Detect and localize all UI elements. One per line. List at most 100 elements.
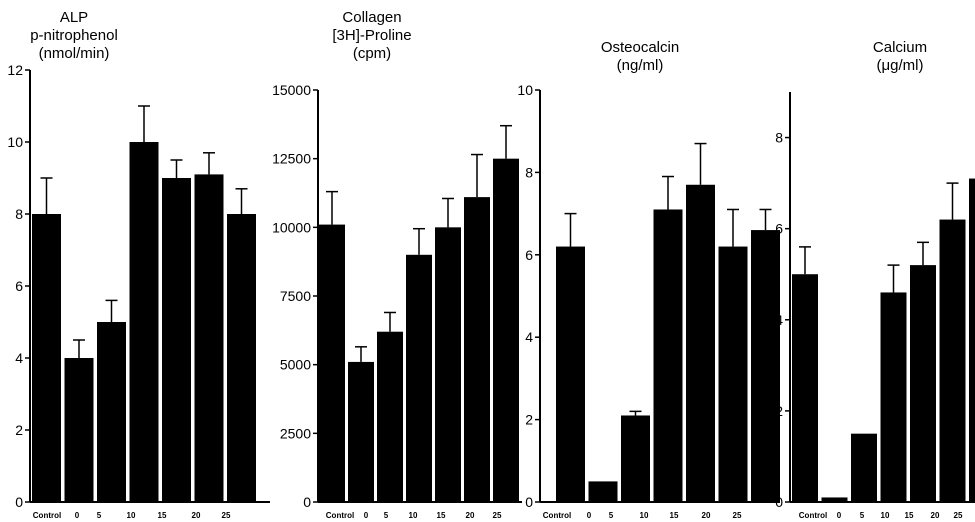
alp-y-tick-label-2: 4 bbox=[15, 350, 23, 366]
collagen-x-tick-label-4: 15 bbox=[437, 511, 446, 520]
alp-y-ticks: 0 2 4 6 8 10 12 bbox=[7, 62, 30, 510]
alp-x-tick-label-2: 5 bbox=[97, 511, 102, 520]
alp-x-ticks: Control 0 5 10 15 20 25 bbox=[33, 511, 231, 520]
osteocalcin-y-tick-label-2: 4 bbox=[525, 329, 533, 345]
calcium-x-tick-label-1: 0 bbox=[837, 511, 842, 520]
osteocalcin-bar-0 bbox=[556, 246, 585, 502]
collagen-bar-5 bbox=[464, 197, 490, 502]
collagen-x-ticks: Control 0 5 10 15 20 25 bbox=[326, 511, 502, 520]
calcium-title: Calcium (μg/ml) bbox=[873, 39, 927, 74]
collagen-y-tick-label-0: 0 bbox=[303, 494, 311, 510]
osteocalcin-title-line-2: (ng/ml) bbox=[617, 57, 664, 74]
osteocalcin-error-bars bbox=[564, 142, 772, 416]
collagen-error-bars bbox=[326, 124, 512, 362]
calcium-x-tick-label-2: 5 bbox=[860, 511, 865, 520]
collagen-y-tick-label-4: 10000 bbox=[272, 219, 311, 235]
osteocalcin-bar-1 bbox=[588, 481, 618, 502]
collagen-panel: Collagen [3H]-Proline (cpm) 0 2500 5000 750… bbox=[272, 9, 522, 520]
calcium-bar-4 bbox=[910, 265, 936, 502]
osteocalcin-x-tick-label-2: 5 bbox=[609, 511, 614, 520]
collagen-y-tick-label-2: 5000 bbox=[280, 357, 311, 373]
collagen-bar-4 bbox=[435, 227, 461, 503]
calcium-y-tick-label-2: 4 bbox=[775, 312, 783, 328]
alp-x-tick-label-1: 0 bbox=[75, 511, 80, 520]
alp-y-tick-label-1: 2 bbox=[15, 422, 23, 438]
osteocalcin-bars bbox=[556, 184, 780, 503]
calcium-y-tick-label-4: 8 bbox=[775, 130, 783, 146]
alp-y-tick-label-3: 6 bbox=[15, 278, 23, 294]
alp-x-tick-label-3: 10 bbox=[127, 511, 136, 520]
collagen-bar-6 bbox=[493, 158, 519, 502]
calcium-bar-0 bbox=[792, 274, 818, 502]
osteocalcin-y-tick-label-4: 8 bbox=[525, 164, 533, 180]
calcium-bar-6 bbox=[969, 178, 975, 503]
osteocalcin-y-tick-label-5: 10 bbox=[517, 82, 533, 98]
alp-title-line-3: (nmol/min) bbox=[39, 45, 110, 62]
collagen-bar-2 bbox=[377, 331, 403, 502]
collagen-x-tick-label-2: 5 bbox=[384, 511, 389, 520]
calcium-x-ticks: Control 0 5 10 15 20 25 bbox=[799, 511, 963, 520]
collagen-bars bbox=[319, 158, 519, 503]
calcium-panel: Calcium (μg/ml) 0 2 4 6 8 Control 0 5 10 15 20 25 bbox=[775, 39, 975, 520]
calcium-title-line-2: (μg/ml) bbox=[877, 57, 924, 74]
alp-bar-3 bbox=[129, 142, 159, 502]
osteocalcin-bar-2 bbox=[621, 415, 650, 502]
alp-x-tick-label-0: Control bbox=[33, 511, 61, 520]
osteocalcin-bar-4 bbox=[686, 184, 715, 502]
collagen-title-line-3: (cpm) bbox=[353, 45, 391, 62]
collagen-y-tick-label-5: 12500 bbox=[272, 151, 311, 167]
alp-bar-2 bbox=[97, 322, 126, 502]
alp-bar-4 bbox=[162, 178, 191, 502]
collagen-bar-0 bbox=[319, 224, 345, 502]
calcium-x-tick-label-5: 20 bbox=[931, 511, 940, 520]
alp-title-line-2: p-nitrophenol bbox=[30, 27, 118, 44]
alp-x-tick-label-6: 25 bbox=[222, 511, 231, 520]
alp-x-tick-label-4: 15 bbox=[158, 511, 167, 520]
osteocalcin-x-tick-label-4: 15 bbox=[670, 511, 679, 520]
osteocalcin-bar-3 bbox=[653, 209, 683, 503]
alp-y-tick-label-5: 10 bbox=[7, 134, 23, 150]
calcium-title-line-1: Calcium bbox=[873, 39, 927, 56]
collagen-y-tick-label-1: 2500 bbox=[280, 425, 311, 441]
osteocalcin-x-tick-label-6: 25 bbox=[733, 511, 742, 520]
collagen-x-tick-label-1: 0 bbox=[364, 511, 369, 520]
calcium-y-tick-label-1: 2 bbox=[775, 403, 783, 419]
collagen-title-line-2: [3H]-Proline bbox=[332, 27, 411, 44]
calcium-x-tick-label-4: 15 bbox=[905, 511, 914, 520]
alp-bar-6 bbox=[227, 214, 256, 502]
osteocalcin-bar-6 bbox=[751, 230, 780, 502]
calcium-axes bbox=[789, 92, 975, 503]
collagen-y-tick-label-3: 7500 bbox=[280, 288, 311, 304]
collagen-y-tick-label-6: 15000 bbox=[272, 82, 311, 98]
collagen-x-tick-label-6: 25 bbox=[493, 511, 502, 520]
calcium-bar-2 bbox=[851, 433, 877, 502]
calcium-bars bbox=[792, 178, 975, 503]
collagen-x-tick-label-3: 10 bbox=[409, 511, 418, 520]
calcium-bar-3 bbox=[880, 292, 907, 502]
alp-bar-5 bbox=[194, 174, 224, 502]
alp-error-bars bbox=[40, 105, 248, 358]
collagen-title-line-1: Collagen bbox=[342, 9, 401, 26]
osteocalcin-bar-5 bbox=[718, 246, 748, 502]
calcium-x-tick-label-6: 25 bbox=[954, 511, 963, 520]
osteocalcin-panel: Osteocalcin (ng/ml) 0 2 4 6 8 10 Control 0 5 10 1… bbox=[517, 39, 780, 520]
calcium-bar-1 bbox=[821, 497, 848, 502]
osteocalcin-y-tick-label-3: 6 bbox=[525, 247, 533, 263]
alp-title: ALP p-nitrophenol (nmol/min) bbox=[30, 9, 118, 62]
calcium-x-tick-label-0: Control bbox=[799, 511, 827, 520]
calcium-bar-5 bbox=[939, 219, 966, 503]
osteocalcin-x-ticks: Control 0 5 10 15 20 25 bbox=[543, 511, 742, 520]
alp-bars bbox=[32, 142, 256, 502]
calcium-y-ticks: 0 2 4 6 8 bbox=[775, 130, 790, 510]
collagen-bar-3 bbox=[406, 254, 432, 502]
alp-bar-0 bbox=[32, 214, 61, 502]
calcium-x-tick-label-3: 10 bbox=[881, 511, 890, 520]
osteocalcin-axes bbox=[539, 90, 780, 503]
osteocalcin-title: Osteocalcin (ng/ml) bbox=[601, 39, 679, 74]
collagen-x-tick-label-5: 20 bbox=[466, 511, 475, 520]
alp-title-line-1: ALP bbox=[60, 9, 88, 26]
osteocalcin-x-tick-label-0: Control bbox=[543, 511, 571, 520]
alp-panel: ALP p-nitrophenol (nmol/min) 0 2 4 6 8 10 12 C… bbox=[7, 9, 270, 520]
calcium-y-tick-label-0: 0 bbox=[775, 494, 783, 510]
